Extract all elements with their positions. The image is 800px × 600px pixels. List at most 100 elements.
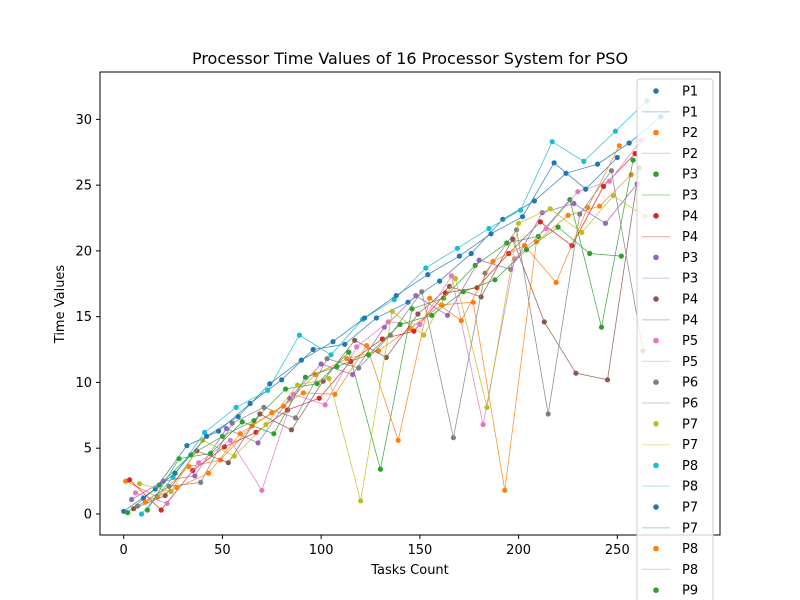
data-point	[127, 477, 133, 483]
data-point	[492, 277, 498, 283]
data-point	[288, 427, 295, 433]
data-point	[387, 332, 393, 338]
legend-label: P4	[682, 209, 698, 224]
data-point	[269, 410, 275, 416]
data-point	[614, 154, 620, 161]
data-point	[577, 211, 583, 217]
data-point	[208, 450, 214, 456]
data-point	[298, 357, 304, 363]
x-tick-label: 50	[214, 543, 231, 558]
data-point	[184, 443, 190, 449]
data-point	[429, 312, 435, 318]
data-point	[223, 425, 229, 432]
data-point	[510, 236, 516, 242]
data-point	[632, 151, 638, 157]
data-point	[567, 197, 573, 203]
data-point	[132, 490, 139, 496]
data-point	[565, 212, 571, 218]
data-point	[294, 382, 301, 388]
legend-marker-swatch	[653, 88, 659, 94]
data-point	[608, 168, 615, 174]
data-point	[458, 318, 464, 324]
legend-marker-swatch	[653, 462, 659, 469]
data-point	[296, 332, 302, 338]
data-point	[233, 404, 239, 410]
x-tick-label: 250	[605, 543, 630, 558]
data-point	[129, 496, 135, 503]
data-point	[523, 247, 530, 253]
data-point	[255, 440, 261, 446]
data-point	[265, 387, 271, 393]
data-point	[300, 390, 306, 396]
x-tick-label: 100	[309, 543, 334, 558]
data-point	[350, 371, 356, 378]
legend-label: P8	[682, 542, 698, 557]
data-point	[456, 253, 462, 259]
data-point	[555, 224, 561, 230]
data-point	[283, 386, 289, 392]
legend-frame	[636, 78, 714, 600]
data-point	[547, 206, 553, 212]
data-point	[302, 374, 308, 380]
data-point	[136, 481, 143, 487]
legend-label: P1	[682, 85, 698, 100]
data-point	[322, 402, 328, 408]
y-tick-label: 20	[75, 244, 92, 259]
data-point	[364, 343, 370, 349]
data-point	[549, 139, 555, 145]
data-point	[328, 352, 334, 358]
data-point	[263, 421, 269, 428]
data-point	[600, 183, 607, 189]
data-point	[162, 492, 168, 499]
legend-label: P7	[682, 417, 698, 432]
x-tick-label: 0	[120, 543, 128, 558]
legend-label: P7	[682, 521, 698, 536]
data-point	[253, 429, 259, 435]
data-point	[393, 293, 399, 299]
series-line	[143, 157, 618, 499]
data-point	[389, 308, 395, 314]
data-point	[413, 293, 419, 299]
data-point	[172, 470, 178, 476]
x-axis-label: Tasks Count	[370, 563, 449, 578]
data-point	[365, 352, 372, 358]
data-point	[385, 319, 391, 325]
legend-label: P2	[682, 147, 698, 162]
data-point	[579, 229, 585, 236]
data-point	[225, 460, 231, 466]
data-point	[314, 381, 320, 387]
legend-marker-swatch	[653, 296, 659, 302]
y-tick-label: 15	[75, 310, 92, 325]
series-group	[121, 98, 664, 517]
plot-area	[121, 98, 664, 517]
data-point	[531, 198, 538, 204]
data-point	[541, 319, 547, 325]
data-point	[468, 250, 474, 257]
data-point	[267, 381, 273, 387]
data-point	[332, 391, 338, 397]
data-point	[271, 431, 277, 437]
data-point	[502, 487, 508, 493]
data-point	[164, 500, 170, 506]
data-point	[158, 507, 164, 513]
data-point	[239, 419, 245, 425]
data-point	[626, 140, 632, 146]
data-point	[518, 207, 524, 213]
data-point	[227, 437, 233, 443]
data-point	[551, 160, 557, 166]
data-point	[606, 178, 613, 184]
series-line	[147, 226, 622, 511]
data-point	[490, 258, 496, 264]
data-point	[330, 339, 336, 345]
data-point	[425, 272, 431, 278]
data-point	[379, 336, 385, 342]
legend-marker-swatch	[653, 545, 659, 552]
data-point	[373, 315, 379, 321]
legend-label: P8	[682, 459, 698, 474]
data-point	[235, 414, 241, 420]
data-point	[452, 275, 458, 282]
data-point	[362, 315, 368, 321]
legend-label: P2	[682, 126, 698, 141]
data-point	[310, 346, 316, 353]
data-point	[134, 503, 141, 509]
